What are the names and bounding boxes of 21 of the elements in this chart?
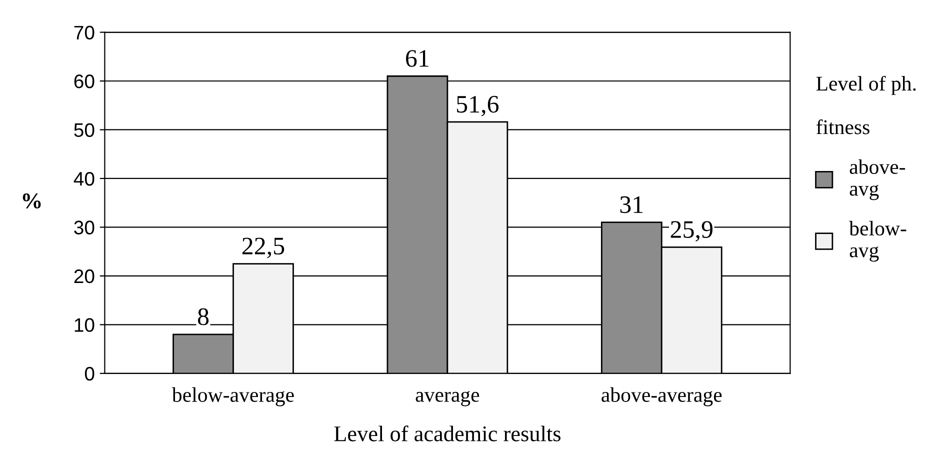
y-tick-label: 40 (74, 172, 94, 186)
data-label: 8 (198, 308, 209, 326)
y-tick-label: 20 (74, 269, 94, 284)
data-label: 31 (620, 196, 643, 214)
x-tick-label: average (416, 391, 480, 406)
x-tick-label: above-average (602, 387, 722, 406)
y-tick-label: 0 (84, 366, 94, 381)
y-tick-label: 50 (74, 123, 94, 137)
data-label: 51,6 (457, 96, 499, 116)
data-label: 61 (406, 50, 428, 67)
y-axis-title: % (22, 193, 41, 208)
legend-label: below-avg (849, 220, 906, 262)
legend-label: above-avg (850, 159, 906, 200)
y-tick-label: 70 (74, 26, 94, 40)
x-tick-label: below-average (172, 387, 294, 406)
data-label: 25,9 (670, 221, 712, 242)
x-axis-title: Level of academic results (334, 425, 560, 442)
data-label: 22,5 (242, 238, 284, 258)
y-tick-label: 30 (74, 220, 94, 234)
y-tick-label: 60 (74, 74, 94, 88)
y-tick-label: 10 (74, 318, 94, 332)
